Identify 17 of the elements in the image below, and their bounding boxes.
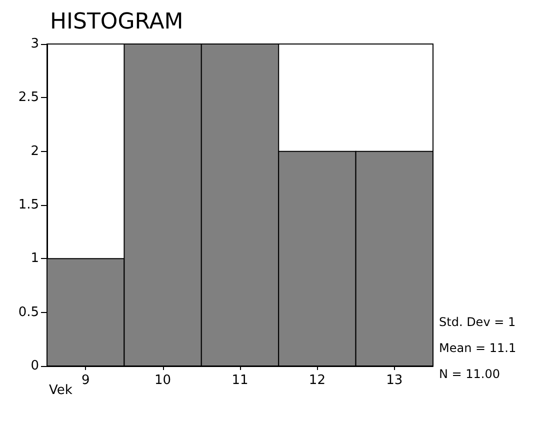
text: Mean = 11.1: [439, 341, 516, 355]
y-tick-label: 3: [30, 36, 39, 52]
x-tick-label: 9: [81, 373, 90, 388]
x-tick-label: 12: [308, 373, 326, 388]
y-tick-label: 1: [30, 251, 39, 266]
y-tick-label: 1.5: [18, 198, 39, 212]
x-axis-title: Vek: [49, 383, 73, 398]
x-tick-label: 13: [386, 373, 403, 388]
x-tick-label: 11: [232, 373, 248, 388]
y-tick-label: 0: [30, 358, 39, 374]
x-tick-label: 10: [154, 373, 172, 388]
y-tick-label: 0.5: [18, 304, 39, 320]
y-tick-label: 2.5: [18, 90, 39, 106]
text: Std. Dev = 1: [439, 315, 516, 329]
y-tick-label: 2: [30, 144, 39, 159]
text: N = 11.00: [439, 367, 500, 381]
chart-title: HISTOGRAM: [50, 10, 184, 34]
